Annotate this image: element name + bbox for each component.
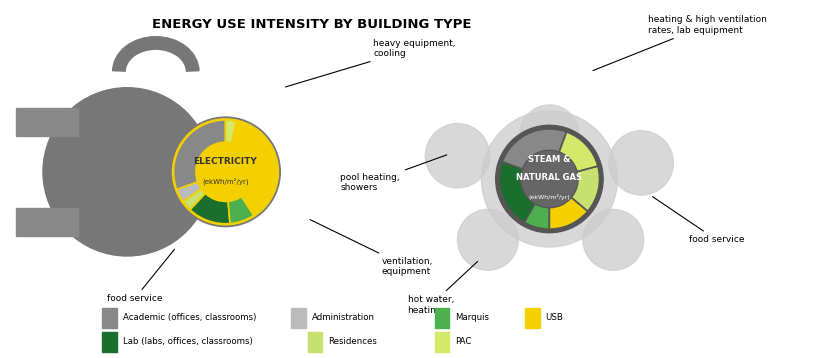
Bar xyxy=(102,308,117,328)
Text: USB: USB xyxy=(545,313,563,322)
Text: STEAM &: STEAM & xyxy=(527,155,570,164)
Wedge shape xyxy=(225,120,236,143)
Text: PAC: PAC xyxy=(455,337,471,346)
Wedge shape xyxy=(177,182,201,202)
Circle shape xyxy=(582,209,643,270)
Wedge shape xyxy=(502,129,566,169)
Circle shape xyxy=(457,209,518,270)
Circle shape xyxy=(519,105,578,164)
Circle shape xyxy=(481,111,617,247)
Text: (ekWh/m²/yr): (ekWh/m²/yr) xyxy=(528,194,569,200)
Bar xyxy=(434,308,449,328)
Wedge shape xyxy=(523,204,549,229)
Circle shape xyxy=(43,88,211,256)
Wedge shape xyxy=(183,189,205,210)
Text: heating & high ventilation
rates, lab equipment: heating & high ventilation rates, lab eq… xyxy=(592,15,766,71)
Text: pool heating,
showers: pool heating, showers xyxy=(340,155,446,192)
Text: Lab (labs, offices, classrooms): Lab (labs, offices, classrooms) xyxy=(123,337,252,346)
Circle shape xyxy=(170,117,280,227)
Text: hot water,
heating: hot water, heating xyxy=(407,261,477,315)
Wedge shape xyxy=(549,197,587,229)
Text: NATURAL GAS: NATURAL GAS xyxy=(516,173,581,182)
Circle shape xyxy=(197,143,254,200)
Wedge shape xyxy=(559,132,597,171)
Text: ventilation,
equipment: ventilation, equipment xyxy=(310,219,432,276)
Wedge shape xyxy=(174,120,225,190)
Bar xyxy=(102,332,117,352)
Wedge shape xyxy=(499,162,535,222)
Text: (ekWh/m²/yr): (ekWh/m²/yr) xyxy=(202,177,248,184)
Wedge shape xyxy=(190,193,230,224)
Circle shape xyxy=(609,131,672,195)
Text: ELECTRICITY: ELECTRICITY xyxy=(193,156,257,166)
Wedge shape xyxy=(571,166,599,211)
Bar xyxy=(291,308,305,328)
Circle shape xyxy=(495,125,602,233)
Wedge shape xyxy=(232,121,277,216)
Text: heavy equipment,
cooling: heavy equipment, cooling xyxy=(285,39,455,87)
Wedge shape xyxy=(228,197,253,223)
Text: ENERGY USE INTENSITY BY BUILDING TYPE: ENERGY USE INTENSITY BY BUILDING TYPE xyxy=(152,18,471,31)
Text: Academic (offices, classrooms): Academic (offices, classrooms) xyxy=(123,313,256,322)
Text: Residences: Residences xyxy=(328,337,377,346)
Bar xyxy=(307,332,322,352)
Bar xyxy=(524,308,539,328)
Text: food service: food service xyxy=(106,249,174,304)
Text: food service: food service xyxy=(652,197,744,245)
Circle shape xyxy=(521,151,577,207)
Text: Administration: Administration xyxy=(311,313,374,322)
Circle shape xyxy=(425,124,489,188)
Text: Marquis: Marquis xyxy=(455,313,488,322)
Bar xyxy=(16,208,78,236)
Bar xyxy=(16,108,78,136)
Circle shape xyxy=(172,119,278,225)
Bar xyxy=(434,332,449,352)
